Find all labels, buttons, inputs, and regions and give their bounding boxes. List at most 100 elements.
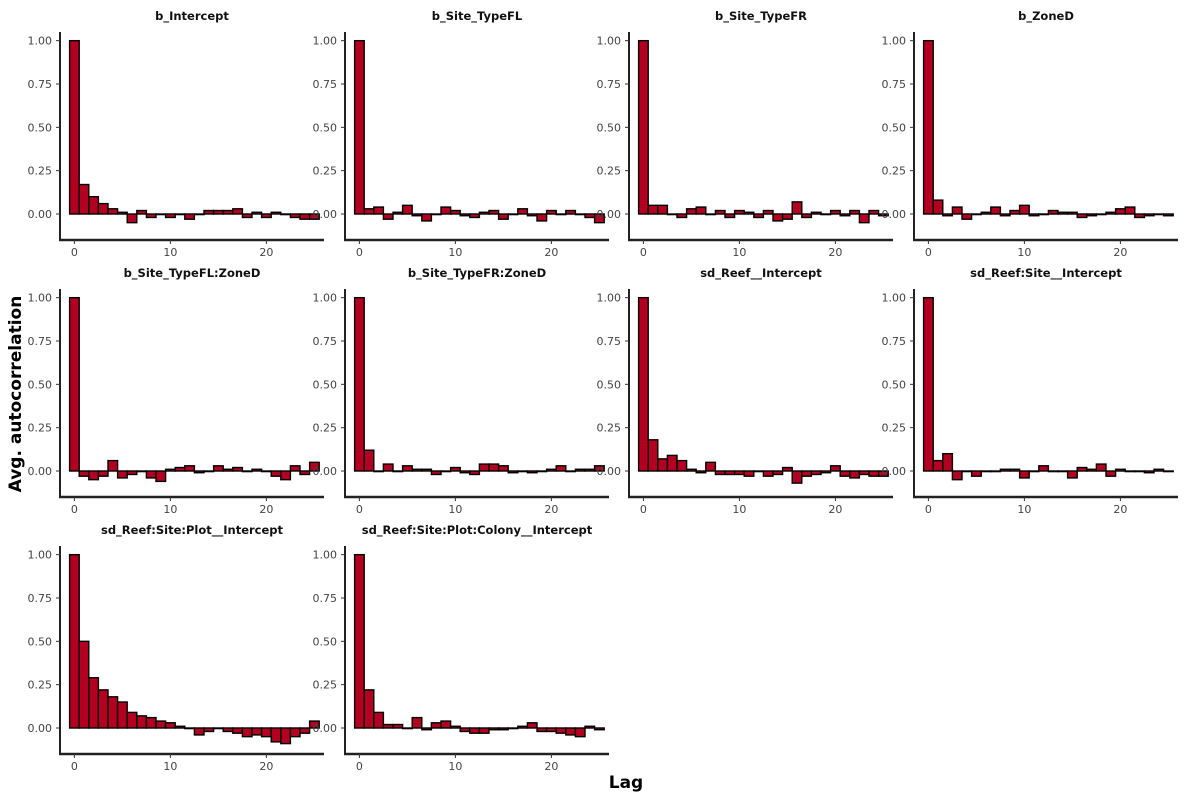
bar-lag-7 <box>136 209 148 215</box>
bar-lag-1 <box>932 459 944 472</box>
bar-lag-11 <box>174 466 186 472</box>
bar-lag-3 <box>97 689 109 729</box>
bar-lag-4 <box>676 213 688 219</box>
bar-lag-4 <box>676 459 688 472</box>
bar-lag-7 <box>136 470 148 473</box>
bar-lag-0 <box>353 296 365 472</box>
y-tick-label: 0.25 <box>882 165 907 178</box>
x-tick-label: 20 <box>1113 246 1127 259</box>
bar-lag-12 <box>184 465 196 472</box>
bar-lag-8 <box>145 470 157 479</box>
bar-lag-4 <box>107 208 119 215</box>
panel-title: b_Site_TypeFL:ZoneD <box>124 266 261 281</box>
bar-lag-21 <box>270 727 282 743</box>
bar-lag-1 <box>363 449 375 472</box>
y-tick-label: 0.75 <box>313 78 338 91</box>
x-tick-label: 10 <box>732 246 746 259</box>
y-tick-label: 0.75 <box>313 335 338 348</box>
bar-lag-21 <box>1124 470 1136 473</box>
bar-lag-3 <box>382 463 394 472</box>
bar-lag-6 <box>411 213 423 217</box>
bar-lag-7 <box>990 206 1002 215</box>
y-tick-label: 1.00 <box>313 35 338 48</box>
y-tick-label: 0.75 <box>882 335 907 348</box>
bar-lag-8 <box>430 213 442 216</box>
bar-lag-23 <box>1143 213 1155 217</box>
x-tick-label: 20 <box>259 246 273 259</box>
x-tick-label: 0 <box>356 503 363 516</box>
bar-lag-22 <box>849 209 861 215</box>
bar-lag-8 <box>145 213 157 219</box>
bar-lag-17 <box>232 466 244 472</box>
x-tick-label: 0 <box>356 246 363 259</box>
bar-lag-14 <box>772 470 784 476</box>
bar-lag-18 <box>241 213 253 219</box>
y-tick-label: 0.25 <box>597 165 622 178</box>
bar-lag-10 <box>733 470 745 476</box>
bar-lag-13 <box>478 727 490 734</box>
bar-lag-10 <box>164 468 176 472</box>
bar-lag-15 <box>781 213 793 220</box>
x-tick-label: 20 <box>828 246 842 259</box>
bar-lag-9 <box>440 206 452 215</box>
bar-lag-5 <box>970 213 982 216</box>
bar-lag-24 <box>1153 468 1165 472</box>
y-tick-label: 0.75 <box>28 78 53 91</box>
bar-lag-25 <box>593 465 605 472</box>
bar-lag-10 <box>449 466 461 472</box>
y-tick-label: 0.25 <box>28 679 53 692</box>
bar-lag-23 <box>574 213 586 216</box>
panel-8: sd_Reef:Site__Intercept 0.00 0.25 0.50 0.75 1… <box>882 266 1178 516</box>
bar-lag-5 <box>116 211 128 215</box>
bar-lag-16 <box>222 727 234 733</box>
bar-lag-3 <box>666 213 678 216</box>
bar-lag-12 <box>1038 465 1050 472</box>
bar-lag-21 <box>555 213 567 216</box>
panel-5: b_Site_TypeFL:ZoneD 0.00 0.25 0.50 0.75 1.00 0… <box>28 266 324 516</box>
bar-lag-16 <box>222 468 234 472</box>
y-tick-label: 0.50 <box>882 378 907 391</box>
bar-lag-15 <box>497 213 509 220</box>
bar-lag-15 <box>212 465 224 472</box>
bar-lag-17 <box>517 470 529 473</box>
bar-lag-6 <box>126 711 138 729</box>
bar-lag-2 <box>88 677 100 729</box>
bar-lag-20 <box>260 470 272 473</box>
y-tick-label: 1.00 <box>28 292 53 305</box>
y-tick-label: 1.00 <box>882 292 907 305</box>
bar-lag-17 <box>232 208 244 215</box>
bar-lag-7 <box>990 470 1002 473</box>
bar-lag-6 <box>980 211 992 215</box>
bar-lag-4 <box>107 696 119 729</box>
bar-lag-9 <box>155 470 167 483</box>
panel-title: sd_Reef:Site:Plot:Colony__Intercept <box>362 523 593 538</box>
panel-title: sd_Reef:Site__Intercept <box>970 266 1122 281</box>
bar-lag-20 <box>829 209 841 215</box>
y-tick-label: 0.75 <box>28 592 53 605</box>
bar-lag-8 <box>714 470 726 476</box>
bar-lag-0 <box>68 39 80 215</box>
y-tick-label: 0.50 <box>28 378 53 391</box>
x-tick-label: 0 <box>71 503 78 516</box>
x-tick-label: 10 <box>732 503 746 516</box>
bar-lag-14 <box>488 209 500 215</box>
panel-title: b_Site_TypeFR <box>715 9 807 24</box>
bar-lag-9 <box>1009 468 1021 472</box>
y-tick-label: 0.50 <box>313 378 338 391</box>
y-tick-label: 0.50 <box>597 121 622 134</box>
bar-lag-5 <box>685 468 697 472</box>
bar-lag-13 <box>193 213 205 216</box>
bar-lag-24 <box>299 727 311 734</box>
bar-lag-7 <box>705 213 717 216</box>
bar-lag-24 <box>584 468 596 472</box>
bar-lag-3 <box>951 470 963 481</box>
y-tick-label: 0.00 <box>882 208 907 221</box>
bar-lag-18 <box>526 722 538 729</box>
bar-lag-2 <box>88 195 100 215</box>
bar-lag-2 <box>373 711 385 729</box>
bar-lag-16 <box>1076 213 1088 219</box>
bar-lag-19 <box>820 213 832 216</box>
bar-lag-1 <box>363 689 375 729</box>
bar-lag-13 <box>478 211 490 215</box>
